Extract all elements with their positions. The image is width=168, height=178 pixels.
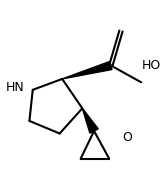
Text: O: O <box>123 131 133 144</box>
Polygon shape <box>82 108 98 133</box>
Text: HN: HN <box>6 81 25 94</box>
Polygon shape <box>62 61 112 79</box>
Text: HO: HO <box>142 59 161 72</box>
